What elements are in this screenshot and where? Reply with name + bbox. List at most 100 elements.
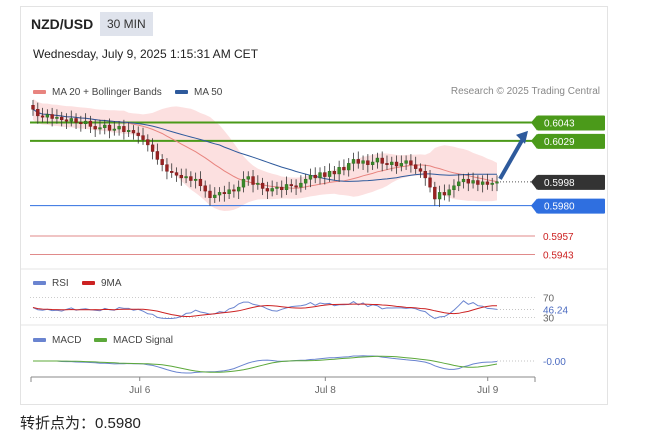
candle — [466, 172, 470, 192]
candle — [284, 176, 289, 196]
candle — [490, 177, 494, 192]
candle-body — [495, 181, 499, 184]
candle-body — [313, 174, 317, 179]
candle-body — [351, 159, 356, 164]
candle — [112, 121, 117, 136]
bollinger-bands — [33, 98, 497, 211]
moving-averages — [32, 108, 498, 189]
candle-body — [476, 180, 480, 185]
macd-line — [33, 355, 498, 374]
candle-body — [88, 120, 93, 127]
level-tag-0.5980 — [537, 198, 605, 214]
legend-ma20: MA 20 + Bollinger Bands — [33, 87, 162, 98]
price-levels: 0.6043 0.6029 0.5980 0.5957 0.5943 0.5998 — [30, 115, 605, 261]
legend-ma50-label: MA 50 — [194, 87, 223, 98]
candle — [98, 119, 102, 135]
candle — [237, 180, 241, 199]
candle — [461, 173, 466, 189]
legend-rsi9ma-label: 9MA — [101, 278, 122, 289]
candle-body — [299, 182, 303, 188]
candle — [131, 125, 136, 140]
candle — [146, 134, 150, 152]
x-axis: Jul 6 Jul 8 Jul 9 — [21, 268, 607, 396]
x-tick-label-0: Jul 6 — [129, 385, 151, 396]
level-tag-pointer-0.6043 — [531, 115, 537, 131]
candle — [370, 154, 375, 170]
candle-body — [55, 116, 59, 119]
candle — [241, 171, 246, 193]
timeframe-badge[interactable]: 30 MIN — [100, 12, 153, 36]
candle-body — [50, 114, 54, 119]
candle — [189, 171, 193, 188]
candle-body — [217, 192, 222, 196]
candle — [323, 166, 327, 185]
candle — [476, 175, 480, 192]
candle — [437, 185, 442, 207]
legend-ma20-label: MA 20 + Bollinger Bands — [52, 87, 162, 98]
candle — [409, 154, 413, 173]
rsi-level-label-70: 70 — [543, 294, 555, 305]
candle — [347, 158, 351, 177]
candle — [117, 121, 121, 136]
forecast-arrow-shaft — [498, 135, 526, 180]
candle — [227, 181, 231, 199]
current-price-label: 0.5998 — [544, 178, 575, 189]
candle — [480, 175, 485, 193]
candle-body — [117, 126, 121, 130]
candle-body — [375, 157, 380, 163]
chart-datetime: Wednesday, July 9, 2025 1:15:31 AM CET — [33, 47, 259, 61]
candle-body — [423, 171, 427, 179]
candle — [313, 167, 317, 184]
candle-body — [251, 176, 255, 185]
candle — [79, 115, 83, 132]
rsi-level-label-30: 30 — [543, 314, 555, 325]
level-tag-0.6043 — [537, 115, 605, 131]
candle — [418, 163, 423, 178]
candle — [184, 168, 188, 184]
candle — [136, 126, 140, 144]
candle-body — [275, 186, 279, 189]
candle-body — [126, 130, 131, 132]
candle — [351, 152, 356, 172]
candle-body — [203, 185, 207, 192]
macd-panel: -0.00 — [33, 355, 566, 374]
candle-body — [208, 190, 212, 198]
candle — [122, 119, 126, 140]
candle-body — [64, 119, 69, 122]
candle — [471, 172, 475, 189]
candle-body — [390, 161, 394, 165]
candle-body — [213, 194, 217, 198]
macd-signal-swatch — [94, 338, 107, 343]
candle-body — [198, 178, 203, 187]
level-label-0.5943: 0.5943 — [543, 250, 574, 261]
candle-body — [342, 167, 346, 171]
candle-body — [471, 180, 475, 184]
candle — [327, 163, 332, 182]
x-tick-label-1: Jul 8 — [315, 385, 337, 396]
candle-body — [40, 115, 45, 118]
candle — [170, 163, 174, 178]
candle-body — [409, 160, 413, 165]
candle — [275, 181, 279, 196]
candle — [74, 113, 78, 130]
candle-body — [222, 192, 227, 194]
candle — [332, 166, 337, 181]
legend-macd-signal: MACD Signal — [94, 335, 173, 346]
candle-body — [394, 161, 399, 167]
candle — [485, 173, 490, 190]
candle-body — [241, 178, 246, 188]
candle-body — [294, 185, 298, 188]
candle-body — [270, 188, 274, 192]
pivot-footer-value: 0.5980 — [95, 415, 141, 432]
macd-current-label: -0.00 — [543, 357, 566, 368]
candle — [174, 167, 179, 182]
candle — [83, 113, 88, 130]
candle-body — [265, 188, 270, 192]
candle-body — [284, 184, 289, 191]
candle-body — [323, 172, 327, 177]
candle — [60, 111, 64, 127]
candle-body — [179, 174, 183, 179]
candle — [40, 107, 45, 123]
legend-macd-signal-label: MACD Signal — [113, 335, 174, 346]
legend-macd: MACD — [33, 335, 81, 346]
